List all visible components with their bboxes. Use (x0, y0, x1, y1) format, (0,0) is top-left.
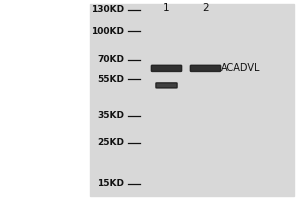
Text: 55KD: 55KD (98, 75, 124, 84)
Text: ACADVL: ACADVL (220, 63, 260, 73)
Text: 35KD: 35KD (98, 111, 124, 120)
FancyBboxPatch shape (152, 65, 182, 71)
Text: 100KD: 100KD (92, 27, 124, 36)
Text: 15KD: 15KD (98, 180, 124, 188)
Text: 25KD: 25KD (98, 138, 124, 147)
Text: 70KD: 70KD (98, 55, 124, 64)
Text: 1: 1 (163, 3, 170, 13)
FancyBboxPatch shape (190, 65, 221, 71)
Text: 130KD: 130KD (92, 5, 124, 15)
Bar (90, 4, 294, 196)
Text: 2: 2 (202, 3, 209, 13)
FancyBboxPatch shape (156, 83, 177, 88)
